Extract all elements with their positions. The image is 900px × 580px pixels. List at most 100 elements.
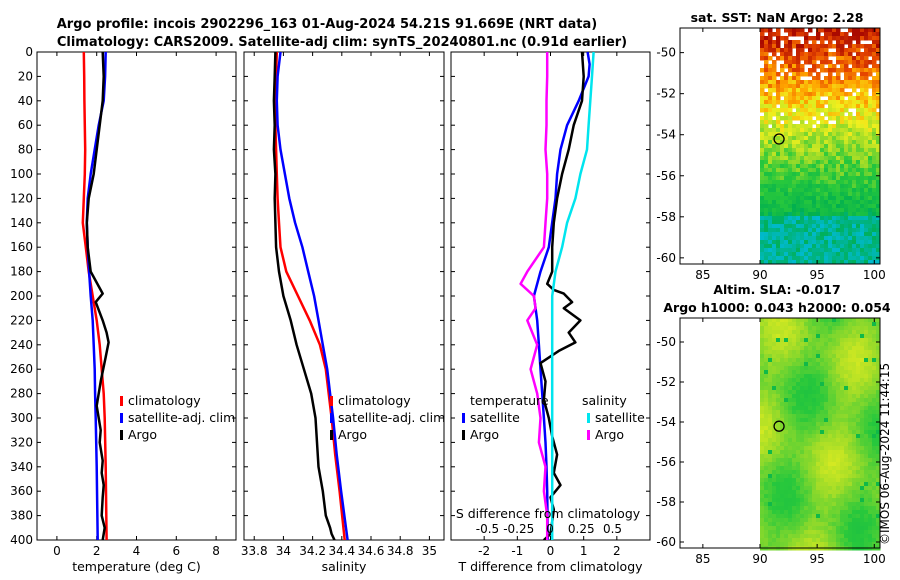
- map-cell: [844, 362, 849, 367]
- map-cell: [804, 458, 809, 463]
- map-cell: [868, 322, 873, 327]
- map-cell: [780, 68, 785, 73]
- map-cell: [848, 196, 853, 201]
- map-cell: [852, 526, 857, 531]
- map-cell: [808, 92, 813, 97]
- map-cell: [784, 502, 789, 507]
- map-cell: [840, 212, 845, 217]
- map-cell: [864, 442, 869, 447]
- map-cell: [784, 164, 789, 169]
- map-cell: [816, 84, 821, 89]
- map-cell: [860, 164, 865, 169]
- map-cell: [840, 216, 845, 221]
- map-cell: [776, 462, 781, 467]
- map-cell: [764, 224, 769, 229]
- map-cell: [832, 522, 837, 527]
- map-cell: [824, 446, 829, 451]
- map-cell: [876, 490, 881, 495]
- map-cell: [876, 80, 881, 85]
- map-cell: [828, 28, 833, 33]
- map-cell: [820, 494, 825, 499]
- map-cell: [824, 422, 829, 427]
- map-cell: [872, 338, 877, 343]
- map-cell: [812, 434, 817, 439]
- map-cell: [812, 390, 817, 395]
- map-cell: [804, 402, 809, 407]
- map-cell: [828, 390, 833, 395]
- map-cell: [800, 442, 805, 447]
- map-cell: [860, 88, 865, 93]
- map-cell: [824, 522, 829, 527]
- map-cell: [796, 140, 801, 145]
- map-cell: [820, 466, 825, 471]
- map-cell: [772, 410, 777, 415]
- map-cell: [844, 240, 849, 245]
- map-cell: [848, 132, 853, 137]
- map-cell: [832, 132, 837, 137]
- legend-label: Argo: [338, 427, 367, 442]
- map-cell: [812, 168, 817, 173]
- map-cell: [804, 188, 809, 193]
- map-cell: [784, 434, 789, 439]
- map-cell: [796, 534, 801, 539]
- map-cell: [804, 382, 809, 387]
- map-cell: [800, 346, 805, 351]
- map-cell: [828, 256, 833, 261]
- map-cell: [828, 486, 833, 491]
- map-cell: [780, 208, 785, 213]
- map-cell: [760, 192, 765, 197]
- map-cell: [764, 394, 769, 399]
- map-cell: [860, 32, 865, 37]
- map-cell: [816, 454, 821, 459]
- map-cell: [868, 216, 873, 221]
- map-cell: [860, 132, 865, 137]
- map-cell: [860, 128, 865, 133]
- map-cell: [848, 390, 853, 395]
- map-cell: [820, 164, 825, 169]
- map-cell: [784, 212, 789, 217]
- map-cell: [792, 172, 797, 177]
- map-cell: [816, 474, 821, 479]
- map-cell: [768, 462, 773, 467]
- map-cell: [792, 502, 797, 507]
- map-cell: [792, 346, 797, 351]
- map-cell: [864, 438, 869, 443]
- map-cell: [860, 434, 865, 439]
- map-cell: [852, 410, 857, 415]
- map-cell: [788, 318, 793, 323]
- map-cell: [768, 382, 773, 387]
- map-cell: [808, 434, 813, 439]
- map-cell: [844, 458, 849, 463]
- map-cell: [792, 358, 797, 363]
- map-cell: [812, 192, 817, 197]
- map-cell: [804, 374, 809, 379]
- map-cell: [844, 530, 849, 535]
- map-cell: [872, 140, 877, 145]
- map-cell: [780, 160, 785, 165]
- map-cell: [808, 112, 813, 117]
- map-cell: [764, 398, 769, 403]
- map-cell: [812, 240, 817, 245]
- map-cell: [860, 100, 865, 105]
- map-cell: [868, 168, 873, 173]
- map-cell: [804, 208, 809, 213]
- map-cell: [776, 438, 781, 443]
- map-cell: [764, 358, 769, 363]
- map-cell: [816, 318, 821, 323]
- map-cell: [852, 442, 857, 447]
- map-cell: [828, 232, 833, 237]
- map-cell: [844, 244, 849, 249]
- map-cell: [848, 322, 853, 327]
- map-cell: [812, 188, 817, 193]
- map-cell: [836, 442, 841, 447]
- map-cell: [852, 494, 857, 499]
- map-cell: [764, 326, 769, 331]
- map-cell: [864, 418, 869, 423]
- map-cell: [864, 152, 869, 157]
- map-cell: [812, 40, 817, 45]
- map-cell: [808, 318, 813, 323]
- map-cell: [760, 40, 765, 45]
- map-cell: [864, 530, 869, 535]
- map-cell: [876, 112, 881, 117]
